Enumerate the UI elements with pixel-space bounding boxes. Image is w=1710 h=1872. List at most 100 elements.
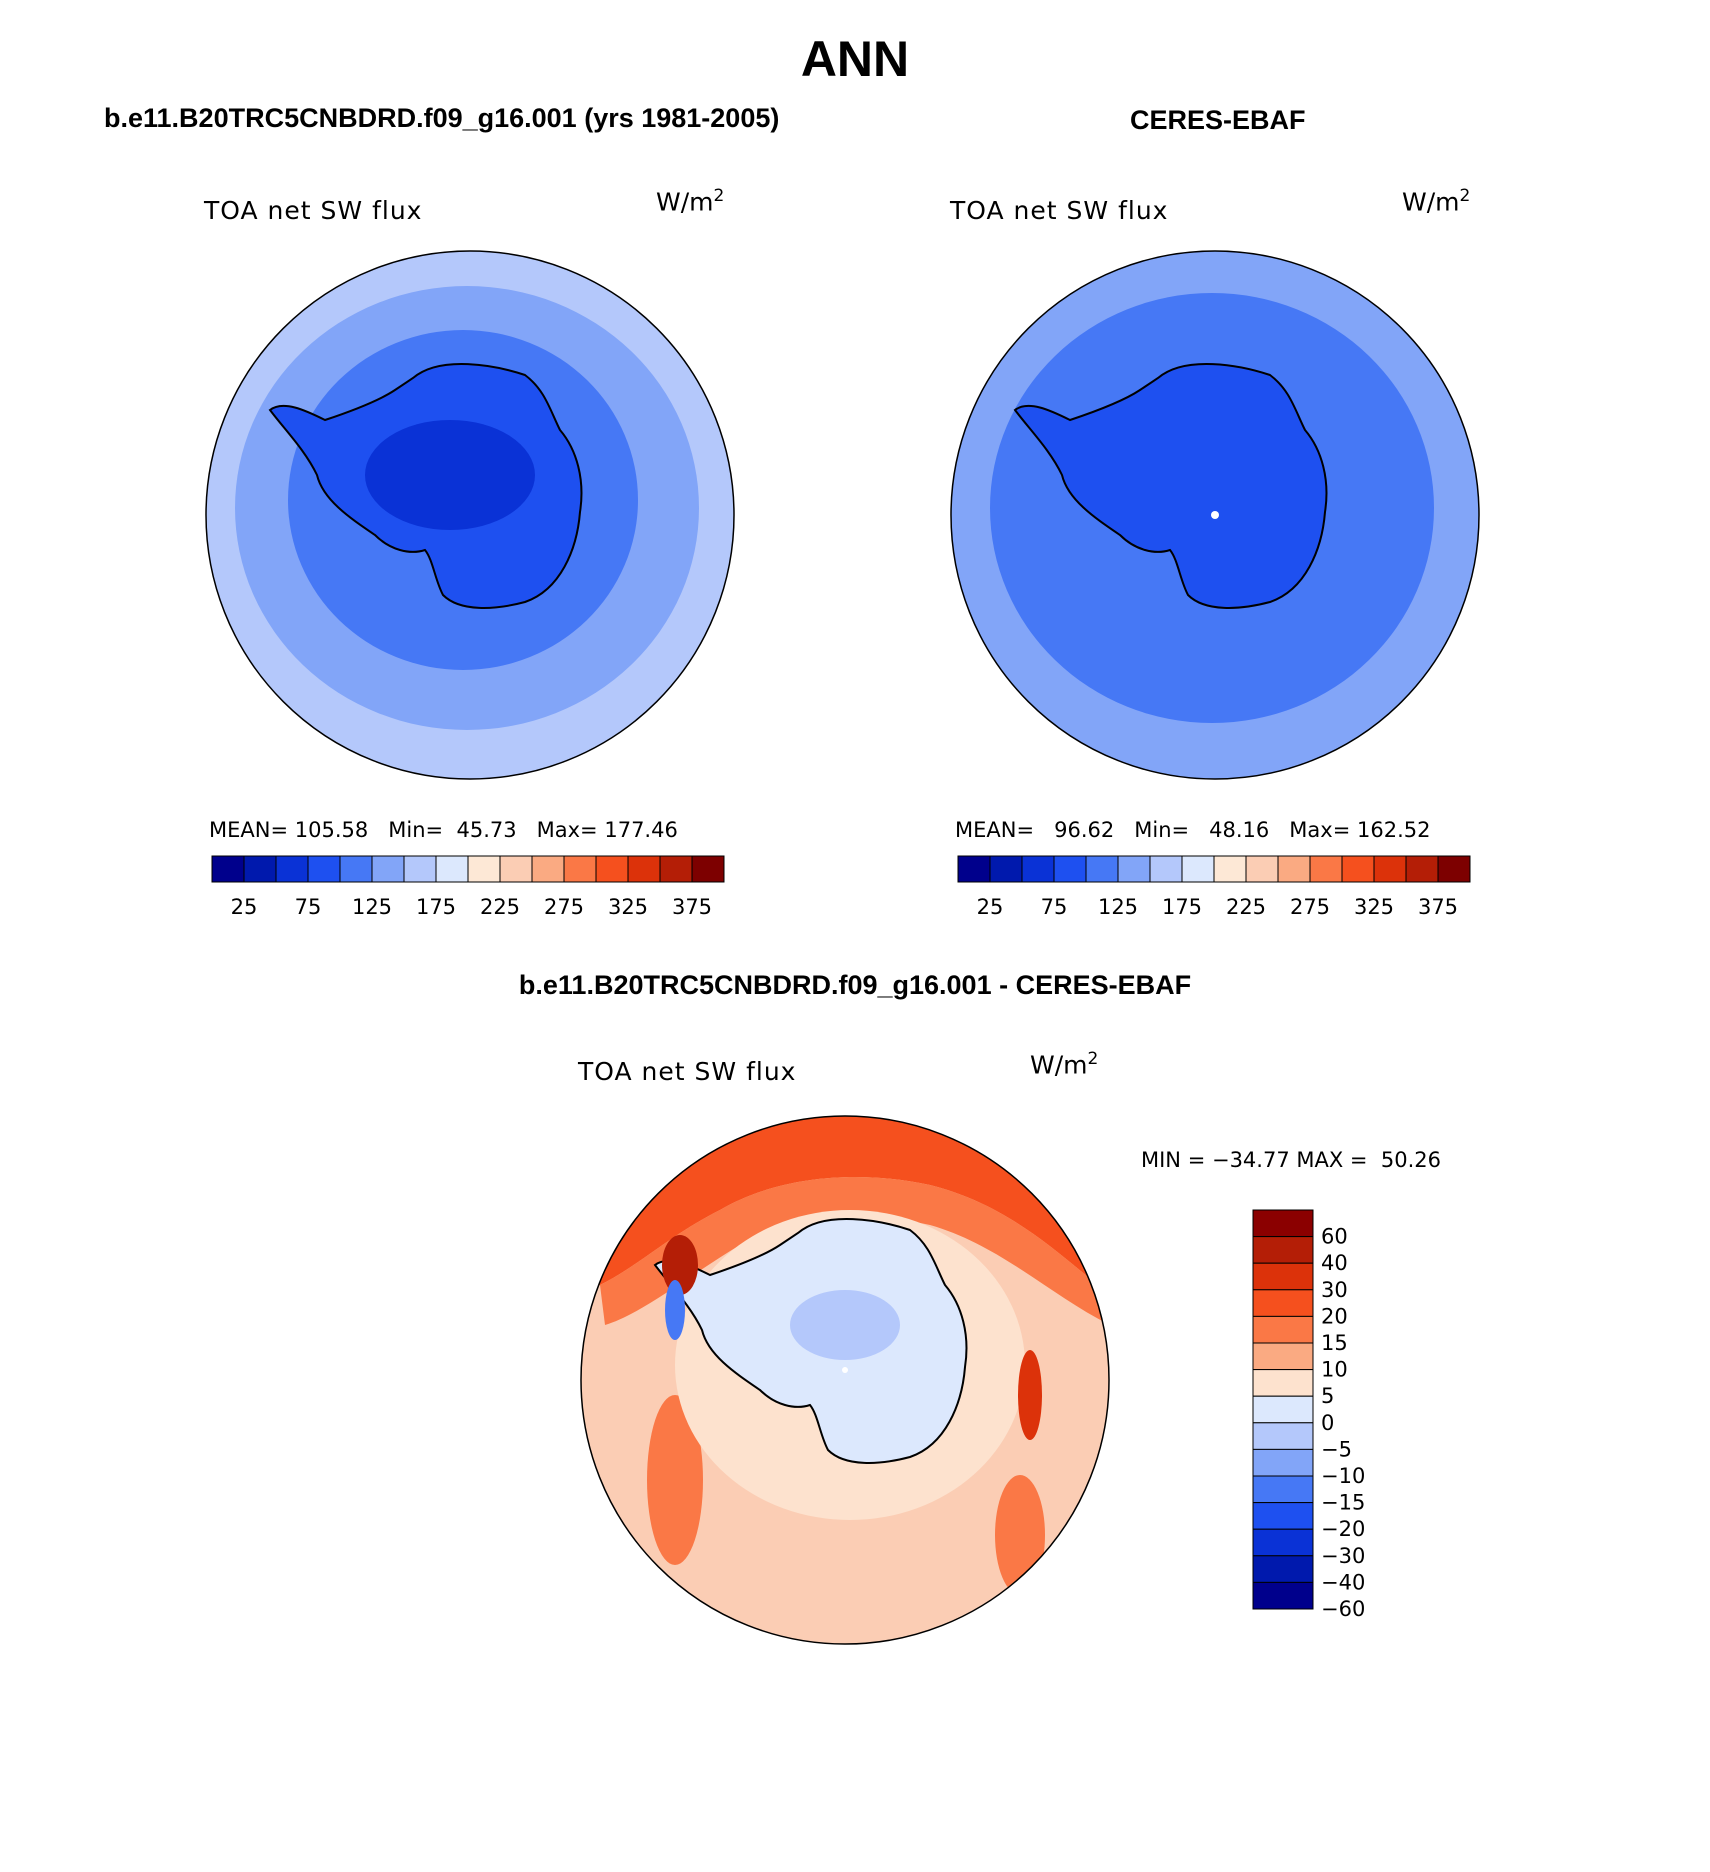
obs-colorbar-tick-label: 125 bbox=[1098, 895, 1138, 919]
diff-colorbar-swatch bbox=[1252, 1236, 1314, 1264]
diff-colorbar-swatch bbox=[1252, 1528, 1314, 1557]
diff-colorbar-swatch bbox=[1252, 1369, 1314, 1397]
model-colorbar-tick-label: 325 bbox=[608, 895, 648, 919]
diff-colorbar-swatch bbox=[1252, 1342, 1314, 1371]
obs-colorbar-swatch bbox=[1341, 855, 1375, 883]
diff-colorbar-tick-label: −15 bbox=[1321, 1491, 1365, 1515]
obs-stats: MEAN= 96.62 Min= 48.16 Max= 162.52 bbox=[955, 818, 1431, 842]
model-colorbar-swatch bbox=[499, 855, 533, 883]
model-interior-low bbox=[365, 420, 535, 530]
model-panel-title: b.e11.B20TRC5CNBDRD.f09_g16.001 (yrs 198… bbox=[104, 103, 780, 133]
model-colorbar-swatch bbox=[275, 855, 309, 883]
diff-colorbar-swatch bbox=[1252, 1502, 1314, 1530]
model-colorbar-swatch bbox=[531, 855, 565, 883]
model-colorbar-tick-label: 25 bbox=[231, 895, 258, 919]
obs-panel-title: CERES-EBAF bbox=[1130, 105, 1306, 135]
diff-pole-dot bbox=[842, 1367, 848, 1373]
obs-colorbar-tick-label: 75 bbox=[1041, 895, 1068, 919]
model-colorbar-swatch bbox=[627, 855, 661, 883]
model-colorbar-tick-label: 75 bbox=[295, 895, 322, 919]
model-colorbar: 25 75 125 175 225 275 325 375 bbox=[211, 855, 725, 919]
diff-colorbar-swatch bbox=[1252, 1395, 1314, 1424]
model-variable-label: TOA net SW flux bbox=[204, 196, 423, 225]
diff-colorbar-tick-label: 30 bbox=[1321, 1278, 1348, 1302]
obs-colorbar-swatch bbox=[1085, 855, 1119, 883]
obs-antarctica-fill bbox=[1013, 363, 1328, 609]
obs-variable-label: TOA net SW flux bbox=[950, 196, 1169, 225]
obs-colorbar-tick-label: 325 bbox=[1354, 895, 1394, 919]
diff-colorbar-swatch bbox=[1252, 1315, 1314, 1344]
diff-colorbar-tick-label: −30 bbox=[1321, 1544, 1365, 1568]
diff-colorbar-swatch bbox=[1252, 1422, 1314, 1450]
obs-colorbar-tick-label: 375 bbox=[1418, 895, 1458, 919]
model-colorbar-tick-label: 275 bbox=[544, 895, 584, 919]
model-colorbar-tick-label: 125 bbox=[352, 895, 392, 919]
diff-colorbar-tick-label: −10 bbox=[1321, 1464, 1365, 1488]
diff-panel-title: b.e11.B20TRC5CNBDRD.f09_g16.001 - CERES-… bbox=[518, 970, 1192, 1000]
diff-colorbar-swatch bbox=[1252, 1262, 1314, 1291]
diff-left-positive-patch bbox=[647, 1395, 703, 1565]
model-colorbar-swatch bbox=[435, 855, 469, 883]
diff-colorbar-swatch bbox=[1252, 1475, 1314, 1504]
obs-colorbar-swatch bbox=[1405, 855, 1439, 883]
diff-colorbar-tick-label: 10 bbox=[1321, 1358, 1348, 1382]
model-colorbar-swatch bbox=[403, 855, 437, 883]
model-colorbar-swatch bbox=[467, 855, 501, 883]
model-colorbar-swatch bbox=[211, 855, 245, 883]
obs-map bbox=[950, 250, 1480, 780]
diff-coastal-negative-west bbox=[665, 1280, 685, 1340]
diff-coastal-hotspot-peninsula bbox=[662, 1235, 698, 1295]
obs-colorbar-swatch bbox=[1181, 855, 1215, 883]
diff-colorbar-swatch bbox=[1252, 1448, 1314, 1477]
obs-units-label: W/m2 bbox=[1402, 186, 1471, 217]
obs-colorbar-swatch bbox=[1437, 855, 1471, 883]
obs-colorbar: 25 75 125 175 225 275 325 375 bbox=[957, 855, 1471, 919]
diff-colorbar-swatch bbox=[1252, 1209, 1314, 1238]
model-colorbar-swatch bbox=[307, 855, 341, 883]
obs-colorbar-tick-label: 175 bbox=[1162, 895, 1202, 919]
diff-colorbar-tick-label: −60 bbox=[1321, 1597, 1365, 1621]
diff-colorbar-tick-label: −20 bbox=[1321, 1517, 1365, 1541]
diff-colorbar-tick-label: 20 bbox=[1321, 1304, 1348, 1328]
model-colorbar-swatch bbox=[243, 855, 277, 883]
obs-colorbar-swatch bbox=[989, 855, 1023, 883]
model-colorbar-swatch bbox=[691, 855, 725, 883]
obs-colorbar-tick-label: 275 bbox=[1290, 895, 1330, 919]
diff-interior-negative bbox=[790, 1290, 900, 1360]
diff-top-positive-band bbox=[581, 1116, 1109, 1295]
model-colorbar-swatch bbox=[563, 855, 597, 883]
diff-variable-label: TOA net SW flux bbox=[578, 1057, 797, 1086]
obs-pole-dot bbox=[1211, 511, 1219, 519]
diff-colorbar-tick-label: 5 bbox=[1321, 1384, 1334, 1408]
obs-colorbar-swatch bbox=[1213, 855, 1247, 883]
diff-colorbar-tick-label: −40 bbox=[1321, 1570, 1365, 1594]
model-units-label: W/m2 bbox=[656, 186, 725, 217]
model-colorbar-swatch bbox=[659, 855, 693, 883]
obs-colorbar-swatch bbox=[1053, 855, 1087, 883]
diff-coastal-hotspot-east bbox=[1018, 1350, 1042, 1440]
diff-colorbar-tick-label: 60 bbox=[1321, 1225, 1348, 1249]
figure-title: ANN bbox=[800, 31, 910, 87]
model-colorbar-swatch bbox=[339, 855, 373, 883]
model-colorbar-swatch bbox=[371, 855, 405, 883]
diff-upper-moderate-band bbox=[600, 1177, 1109, 1325]
obs-colorbar-swatch bbox=[1245, 855, 1279, 883]
obs-colorbar-swatch bbox=[1277, 855, 1311, 883]
diff-map bbox=[580, 1115, 1110, 1645]
obs-colorbar-swatch bbox=[1021, 855, 1055, 883]
model-colorbar-tick-label: 225 bbox=[480, 895, 520, 919]
model-colorbar-tick-label: 375 bbox=[672, 895, 712, 919]
model-map bbox=[205, 250, 735, 780]
obs-colorbar-swatch bbox=[1373, 855, 1407, 883]
model-colorbar-tick-label: 175 bbox=[416, 895, 456, 919]
obs-colorbar-tick-label: 25 bbox=[977, 895, 1004, 919]
obs-colorbar-swatch bbox=[1117, 855, 1151, 883]
obs-colorbar-tick-label: 225 bbox=[1226, 895, 1266, 919]
diff-colorbar-tick-label: 15 bbox=[1321, 1331, 1348, 1355]
diff-units-label: W/m2 bbox=[1030, 1049, 1099, 1080]
diff-colorbar-swatch bbox=[1252, 1581, 1314, 1610]
obs-colorbar-swatch bbox=[957, 855, 991, 883]
diff-colorbar-tick-label: 0 bbox=[1321, 1411, 1334, 1435]
diff-colorbar-tick-label: 40 bbox=[1321, 1251, 1348, 1275]
